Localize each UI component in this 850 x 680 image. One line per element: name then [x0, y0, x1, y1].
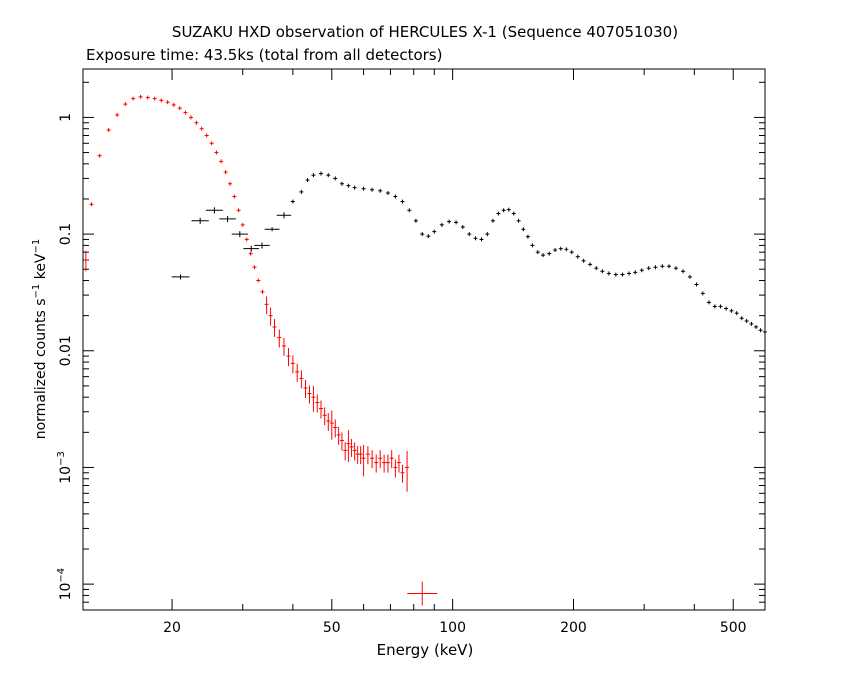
x-tick-label: 200: [560, 620, 587, 636]
y-tick-label: 0.01: [58, 335, 74, 366]
axis-ticks: [83, 69, 766, 611]
x-tick-label: 50: [323, 620, 341, 636]
data-points: [83, 94, 767, 606]
y-axis-label-exp1: −1: [31, 284, 42, 299]
y-tick-label: 0.1: [58, 223, 74, 245]
chart-subtitle: Exposure time: 43.5ks (total from all de…: [86, 46, 442, 64]
y-tick-label-base: 10: [58, 583, 74, 601]
x-tick-label: 20: [163, 620, 181, 636]
series-0: [83, 94, 438, 606]
y-axis-label-exp2: −1: [31, 239, 42, 254]
chart-title: SUZAKU HXD observation of HERCULES X-1 (…: [172, 23, 678, 41]
y-tick-label-base: 0.1: [58, 223, 74, 245]
y-tick-label: 1: [58, 113, 74, 122]
y-axis-label: normalized counts s−1 keV−1: [31, 239, 49, 440]
y-tick-label: 10−4: [56, 568, 74, 601]
series-1: [171, 171, 767, 334]
y-axis-label-unit: keV: [33, 253, 49, 284]
x-axis-label: Energy (keV): [377, 641, 474, 659]
y-tick-label-base: 1: [58, 113, 74, 122]
y-tick-label-exponent: −4: [56, 568, 67, 583]
y-axis-label-main: normalized counts s: [33, 298, 49, 439]
y-tick-label-exponent: −3: [56, 451, 67, 466]
y-tick-label: 10−3: [56, 451, 74, 484]
y-tick-label-base: 0.01: [58, 335, 74, 366]
y-tick-label-base: 10: [58, 466, 74, 484]
x-tick-label: 500: [720, 620, 747, 636]
plot-frame: [82, 68, 766, 611]
x-tick-label: 100: [439, 620, 466, 636]
